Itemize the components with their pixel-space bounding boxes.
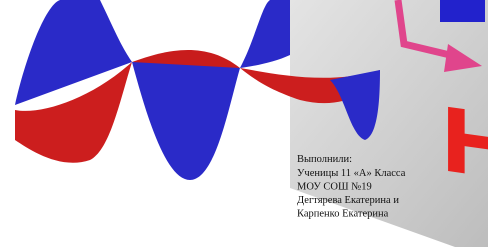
slide: H Выполнили: Ученицы 11 «А» Класса МОУ СО… xyxy=(0,0,488,247)
panel-label: H xyxy=(440,88,488,201)
wave-blue xyxy=(240,0,290,68)
credits-line: Дегтярева Екатерина и xyxy=(297,195,399,206)
credits-line: МОУ СОШ №19 xyxy=(297,182,372,193)
wave-blue xyxy=(132,62,240,180)
blue-letter xyxy=(440,0,485,22)
credits-heading: Выполнили: xyxy=(297,154,352,165)
credits-line: Карпенко Екатерина xyxy=(297,209,389,220)
credits-line: Ученицы 11 «А» Класса xyxy=(297,168,406,179)
